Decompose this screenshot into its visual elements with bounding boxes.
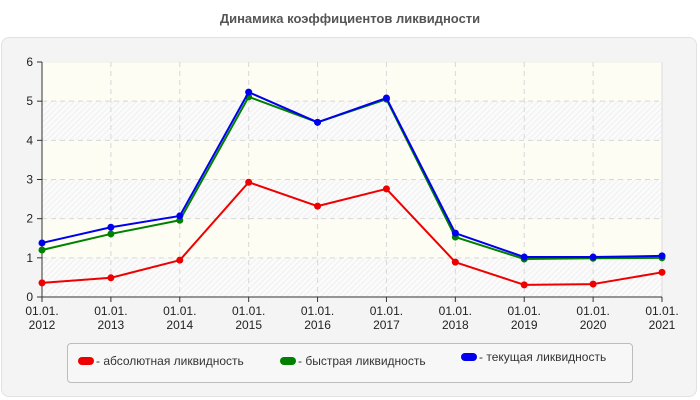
axes: 012345601.01.201201.01.201301.01.201401.… — [25, 55, 678, 332]
x-tick-label: 2012 — [29, 318, 56, 332]
data-point — [520, 281, 528, 289]
y-tick-label: 4 — [26, 133, 33, 147]
data-point — [107, 274, 115, 282]
legend-label: - текущая ликвидность — [479, 350, 607, 364]
x-tick-label: 2015 — [235, 318, 262, 332]
x-tick-label: 2018 — [442, 318, 469, 332]
legend-item-quick: - быстрая ликвидность — [280, 354, 426, 368]
legend-item-current: - текущая ликвидность — [461, 350, 606, 364]
legend-swatch-blue — [461, 353, 477, 361]
x-tick-label: 2021 — [649, 318, 676, 332]
data-point — [107, 223, 115, 231]
data-point — [451, 258, 459, 266]
y-tick-label: 6 — [26, 55, 33, 69]
data-point — [382, 94, 390, 102]
x-tick-label: 2019 — [511, 318, 538, 332]
data-point — [520, 253, 528, 261]
x-tick-label: 01.01. — [163, 304, 196, 318]
data-point — [658, 252, 666, 260]
data-point — [245, 178, 253, 186]
series-0 — [38, 178, 666, 289]
x-tick-label: 01.01. — [645, 304, 678, 318]
data-point — [176, 256, 184, 264]
x-tick-label: 01.01. — [94, 304, 127, 318]
x-tick-label: 01.01. — [25, 304, 58, 318]
data-point — [451, 229, 459, 237]
data-point — [658, 268, 666, 276]
x-tick-label: 01.01. — [370, 304, 403, 318]
data-point — [314, 118, 322, 126]
data-point — [245, 88, 253, 96]
series-lines — [38, 88, 666, 289]
x-tick-label: 2013 — [98, 318, 125, 332]
data-point — [176, 212, 184, 220]
x-tick-label: 2017 — [373, 318, 400, 332]
series-2 — [38, 88, 666, 261]
y-tick-label: 0 — [26, 290, 33, 304]
data-point — [589, 253, 597, 261]
legend-swatch-green — [280, 357, 296, 365]
data-point — [314, 202, 322, 210]
legend-swatch-red — [78, 357, 94, 365]
legend-label: - абсолютная ликвидность — [96, 354, 244, 368]
data-point — [38, 239, 46, 247]
data-point — [38, 279, 46, 287]
x-tick-label: 01.01. — [576, 304, 609, 318]
legend: - абсолютная ликвидность - быстрая ликви… — [67, 343, 633, 383]
x-tick-label: 2020 — [580, 318, 607, 332]
legend-item-absolute: - абсолютная ликвидность — [78, 354, 244, 368]
line-chart: 012345601.01.201201.01.201301.01.201401.… — [25, 55, 678, 332]
plot-background — [42, 61, 663, 297]
y-tick-label: 5 — [26, 94, 33, 108]
y-tick-label: 2 — [26, 212, 33, 226]
x-tick-label: 2016 — [304, 318, 331, 332]
x-tick-label: 01.01. — [439, 304, 472, 318]
data-point — [382, 185, 390, 193]
chart-title: Динамика коэффициентов ликвидности — [219, 11, 481, 26]
y-tick-label: 3 — [26, 173, 33, 187]
x-tick-label: 01.01. — [232, 304, 265, 318]
legend-label: - быстрая ликвидность — [298, 354, 426, 368]
x-tick-label: 01.01. — [508, 304, 541, 318]
x-tick-label: 2014 — [166, 318, 193, 332]
y-tick-label: 1 — [26, 251, 33, 265]
data-point — [107, 230, 115, 238]
x-tick-label: 01.01. — [301, 304, 334, 318]
data-point — [589, 280, 597, 288]
data-point — [38, 246, 46, 254]
